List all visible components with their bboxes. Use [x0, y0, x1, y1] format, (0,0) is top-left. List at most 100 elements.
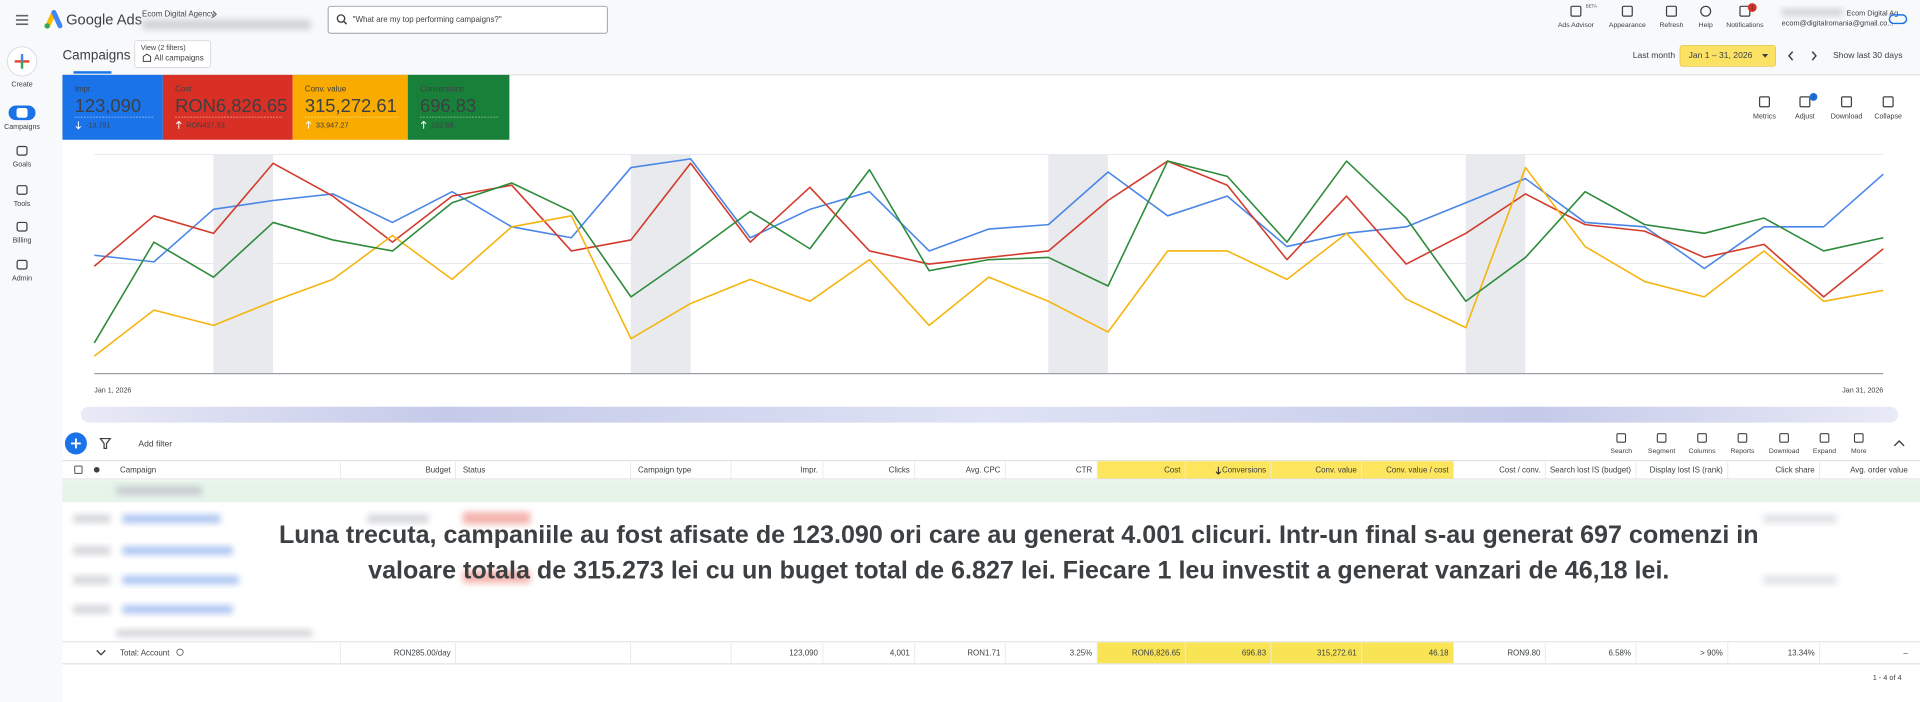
nav-label[interactable]: Campaigns: [4, 123, 40, 131]
metric-value: RON6,826.65: [175, 95, 287, 116]
column-header[interactable]: Avg. CPC: [966, 465, 1001, 474]
metric-value: 315,272.61: [305, 95, 397, 116]
blurred-cell: [116, 629, 313, 637]
table-tool-icon[interactable]: [1779, 433, 1789, 443]
column-header[interactable]: Cost / conv.: [1499, 465, 1540, 474]
table-tool-label: Segment: [1648, 448, 1675, 455]
column-header[interactable]: Cost: [1164, 465, 1181, 474]
status-dot: [93, 466, 100, 473]
weekend-band: [1048, 154, 1108, 374]
nav-icon[interactable]: [16, 259, 28, 270]
search-box[interactable]: [327, 5, 608, 34]
nav-label[interactable]: Admin: [12, 275, 32, 283]
add-filter[interactable]: Add filter: [138, 438, 172, 448]
blurred-id: [142, 19, 312, 30]
chart-tool-icon[interactable]: [1841, 96, 1853, 108]
action-icon[interactable]: [1665, 5, 1677, 17]
logo-part: [44, 23, 50, 29]
prev-period[interactable]: [1788, 51, 1794, 61]
blurred-cell: [1763, 514, 1837, 524]
blurred-cell: [73, 514, 111, 524]
chart-range-slider[interactable]: [80, 406, 1898, 423]
checkbox[interactable]: [74, 465, 83, 474]
table-tool-icon[interactable]: [1616, 433, 1627, 443]
total-cell: 4,001: [890, 649, 910, 658]
action-icon[interactable]: [1700, 5, 1712, 17]
column-header[interactable]: Campaign type: [638, 465, 692, 474]
expand-total[interactable]: [96, 649, 106, 656]
header-highlight: [1361, 461, 1454, 479]
table-tool-icon[interactable]: [1819, 433, 1830, 443]
total-cell: RON285.00/day: [394, 649, 451, 658]
column-header[interactable]: CTR: [1076, 465, 1093, 474]
nav-icon[interactable]: [16, 221, 28, 232]
metric-value: 123,090: [75, 95, 141, 116]
nav-icon[interactable]: [16, 185, 28, 195]
total-highlight: [1271, 642, 1362, 664]
column-header[interactable]: Conv. value / cost: [1386, 465, 1449, 474]
blurred-cell: [116, 486, 203, 495]
nav-label[interactable]: Goals: [13, 161, 32, 169]
chart-tool-icon[interactable]: [1799, 96, 1811, 108]
blurred-cell: [73, 575, 111, 585]
table-tool-icon[interactable]: [1737, 433, 1748, 443]
total-cell: 13.34%: [1788, 649, 1815, 658]
collapse-table[interactable]: [1893, 440, 1905, 447]
change-arrow: [305, 120, 312, 129]
column-header[interactable]: Conv. value: [1315, 465, 1357, 474]
view-selector[interactable]: [134, 40, 212, 69]
column-header[interactable]: Conversions: [1222, 465, 1266, 474]
blurred-cell: [73, 605, 111, 614]
total-cell: RON6,826.65: [1132, 649, 1181, 658]
nav-label[interactable]: Tools: [14, 200, 31, 208]
chart-tool-icon[interactable]: [1758, 96, 1771, 108]
action-icon[interactable]: [1570, 5, 1582, 17]
column-header[interactable]: Search lost IS (budget): [1550, 465, 1632, 474]
action-icon[interactable]: [1739, 5, 1751, 17]
date-picker[interactable]: [1679, 45, 1776, 67]
show-last-link[interactable]: Show last 30 days: [1833, 50, 1902, 60]
account-name[interactable]: Ecom Digital Agency: [142, 9, 215, 18]
metric-card[interactable]: [62, 74, 163, 140]
column-header[interactable]: Status: [463, 465, 486, 474]
blurred-cell: [462, 570, 531, 584]
weekend-band: [213, 154, 274, 374]
nav-label[interactable]: Create: [11, 81, 32, 89]
chart-tool-icon[interactable]: [1882, 96, 1894, 108]
blurred-cell: [1763, 575, 1837, 585]
table-tool-icon[interactable]: [1853, 433, 1864, 443]
hamburger[interactable]: [15, 14, 29, 26]
column-header[interactable]: Display lost IS (rank): [1650, 465, 1724, 474]
table-tool-icon[interactable]: [1656, 433, 1667, 443]
action-icon[interactable]: [1621, 5, 1633, 17]
adjust-badge-count: 3: [1812, 95, 1815, 101]
column-header[interactable]: Impr.: [800, 465, 818, 474]
next-period[interactable]: [1811, 51, 1817, 61]
metric-card[interactable]: [292, 74, 408, 140]
blurred-cell: [122, 575, 239, 585]
metric-change: RON427.53: [186, 121, 225, 130]
table-tool-label: Columns: [1689, 448, 1717, 455]
nav-label[interactable]: Billing: [13, 237, 32, 245]
nav-icon[interactable]: [16, 145, 28, 156]
metric-card[interactable]: [162, 74, 293, 140]
metric-change: 152.68: [431, 121, 453, 130]
blurred-rows: [62, 480, 1920, 637]
plus-icon: [71, 438, 81, 449]
action-label: Appearance: [1609, 22, 1646, 29]
column-header[interactable]: Clicks: [889, 465, 910, 474]
table-tool-icon[interactable]: [1697, 433, 1707, 443]
metric-card[interactable]: [407, 74, 510, 140]
column-header[interactable]: Click share: [1775, 465, 1815, 474]
filter-icon[interactable]: [99, 437, 112, 449]
column-header[interactable]: Budget: [425, 465, 451, 474]
column-header[interactable]: Avg. order value: [1850, 465, 1908, 474]
blurred-cell: [462, 512, 531, 525]
table-tool-label: Expand: [1813, 448, 1836, 455]
search-placeholder: "What are my top performing campaigns?": [353, 15, 502, 24]
column-header[interactable]: Campaign: [120, 465, 156, 474]
total-cell: 123,090: [789, 649, 818, 658]
total-cell: 696.83: [1242, 649, 1267, 658]
link-icon[interactable]: [1888, 14, 1908, 25]
nav-icon[interactable]: [16, 107, 28, 118]
